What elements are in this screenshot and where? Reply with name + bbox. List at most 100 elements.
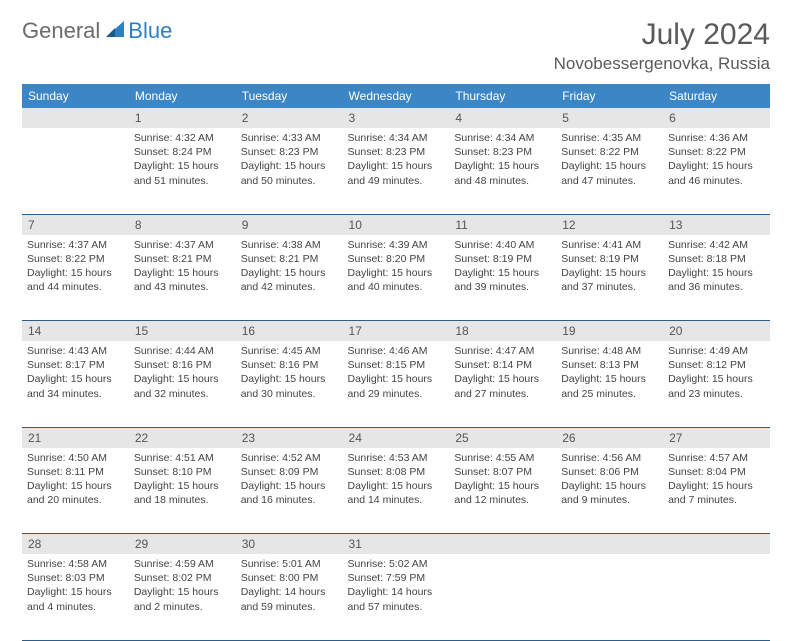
day-header: Sunday [22, 84, 129, 108]
logo: General Blue [22, 18, 172, 44]
day-details: Sunrise: 4:46 AMSunset: 8:15 PMDaylight:… [348, 344, 445, 401]
day-details: Sunrise: 4:52 AMSunset: 8:09 PMDaylight:… [241, 451, 338, 508]
day-details: Sunrise: 4:59 AMSunset: 8:02 PMDaylight:… [134, 557, 231, 614]
day-number: 22 [129, 427, 236, 448]
day-details: Sunrise: 4:41 AMSunset: 8:19 PMDaylight:… [561, 238, 658, 295]
day-details: Sunrise: 4:40 AMSunset: 8:19 PMDaylight:… [454, 238, 551, 295]
day-details: Sunrise: 4:35 AMSunset: 8:22 PMDaylight:… [561, 131, 658, 188]
day-cell: Sunrise: 4:32 AMSunset: 8:24 PMDaylight:… [129, 128, 236, 214]
day-details: Sunrise: 5:01 AMSunset: 8:00 PMDaylight:… [241, 557, 338, 614]
day-details: Sunrise: 4:50 AMSunset: 8:11 PMDaylight:… [27, 451, 124, 508]
day-cell: Sunrise: 4:44 AMSunset: 8:16 PMDaylight:… [129, 341, 236, 427]
week-row: Sunrise: 4:50 AMSunset: 8:11 PMDaylight:… [22, 448, 770, 534]
day-header: Tuesday [236, 84, 343, 108]
day-number: 21 [22, 427, 129, 448]
day-number: 20 [663, 321, 770, 342]
day-cell: Sunrise: 4:52 AMSunset: 8:09 PMDaylight:… [236, 448, 343, 534]
day-cell: Sunrise: 4:51 AMSunset: 8:10 PMDaylight:… [129, 448, 236, 534]
day-number: 16 [236, 321, 343, 342]
calendar-table: SundayMondayTuesdayWednesdayThursdayFrid… [22, 84, 770, 641]
day-cell: Sunrise: 4:47 AMSunset: 8:14 PMDaylight:… [449, 341, 556, 427]
day-cell: Sunrise: 4:36 AMSunset: 8:22 PMDaylight:… [663, 128, 770, 214]
day-cell: Sunrise: 4:42 AMSunset: 8:18 PMDaylight:… [663, 235, 770, 321]
day-cell: Sunrise: 4:49 AMSunset: 8:12 PMDaylight:… [663, 341, 770, 427]
day-cell: Sunrise: 4:41 AMSunset: 8:19 PMDaylight:… [556, 235, 663, 321]
day-number: 30 [236, 534, 343, 555]
day-header: Friday [556, 84, 663, 108]
day-number: 31 [343, 534, 450, 555]
day-number [22, 108, 129, 128]
day-number: 1 [129, 108, 236, 128]
day-cell [556, 554, 663, 640]
day-details: Sunrise: 4:34 AMSunset: 8:23 PMDaylight:… [454, 131, 551, 188]
day-number [663, 534, 770, 555]
day-details: Sunrise: 4:38 AMSunset: 8:21 PMDaylight:… [241, 238, 338, 295]
day-number: 24 [343, 427, 450, 448]
day-cell: Sunrise: 4:53 AMSunset: 8:08 PMDaylight:… [343, 448, 450, 534]
day-cell: Sunrise: 4:45 AMSunset: 8:16 PMDaylight:… [236, 341, 343, 427]
day-number-row: 28293031 [22, 534, 770, 555]
day-cell [22, 128, 129, 214]
day-details: Sunrise: 4:55 AMSunset: 8:07 PMDaylight:… [454, 451, 551, 508]
header: General Blue July 2024 Novobessergenovka… [22, 18, 770, 74]
day-number: 9 [236, 214, 343, 235]
day-cell: Sunrise: 4:35 AMSunset: 8:22 PMDaylight:… [556, 128, 663, 214]
day-header: Saturday [663, 84, 770, 108]
day-details: Sunrise: 4:37 AMSunset: 8:22 PMDaylight:… [27, 238, 124, 295]
day-cell [449, 554, 556, 640]
day-details: Sunrise: 4:39 AMSunset: 8:20 PMDaylight:… [348, 238, 445, 295]
logo-sail-icon [104, 19, 126, 44]
day-cell: Sunrise: 4:57 AMSunset: 8:04 PMDaylight:… [663, 448, 770, 534]
day-number: 28 [22, 534, 129, 555]
day-cell: Sunrise: 4:38 AMSunset: 8:21 PMDaylight:… [236, 235, 343, 321]
day-details: Sunrise: 5:02 AMSunset: 7:59 PMDaylight:… [348, 557, 445, 614]
day-details: Sunrise: 4:57 AMSunset: 8:04 PMDaylight:… [668, 451, 765, 508]
day-cell: Sunrise: 4:46 AMSunset: 8:15 PMDaylight:… [343, 341, 450, 427]
day-number: 8 [129, 214, 236, 235]
day-number: 6 [663, 108, 770, 128]
day-number-row: 21222324252627 [22, 427, 770, 448]
day-details: Sunrise: 4:49 AMSunset: 8:12 PMDaylight:… [668, 344, 765, 401]
day-cell: Sunrise: 4:34 AMSunset: 8:23 PMDaylight:… [449, 128, 556, 214]
day-cell: Sunrise: 4:37 AMSunset: 8:21 PMDaylight:… [129, 235, 236, 321]
page-title: July 2024 [554, 18, 770, 52]
day-number: 15 [129, 321, 236, 342]
day-cell: Sunrise: 4:40 AMSunset: 8:19 PMDaylight:… [449, 235, 556, 321]
week-row: Sunrise: 4:58 AMSunset: 8:03 PMDaylight:… [22, 554, 770, 640]
day-cell: Sunrise: 4:39 AMSunset: 8:20 PMDaylight:… [343, 235, 450, 321]
day-number [556, 534, 663, 555]
week-row: Sunrise: 4:43 AMSunset: 8:17 PMDaylight:… [22, 341, 770, 427]
day-number: 10 [343, 214, 450, 235]
day-cell: Sunrise: 4:33 AMSunset: 8:23 PMDaylight:… [236, 128, 343, 214]
day-header: Monday [129, 84, 236, 108]
day-cell: Sunrise: 4:50 AMSunset: 8:11 PMDaylight:… [22, 448, 129, 534]
day-number: 17 [343, 321, 450, 342]
logo-text-general: General [22, 18, 100, 44]
day-details: Sunrise: 4:58 AMSunset: 8:03 PMDaylight:… [27, 557, 124, 614]
day-number: 25 [449, 427, 556, 448]
day-cell: Sunrise: 4:59 AMSunset: 8:02 PMDaylight:… [129, 554, 236, 640]
day-details: Sunrise: 4:33 AMSunset: 8:23 PMDaylight:… [241, 131, 338, 188]
day-cell: Sunrise: 4:58 AMSunset: 8:03 PMDaylight:… [22, 554, 129, 640]
day-number: 5 [556, 108, 663, 128]
day-details: Sunrise: 4:53 AMSunset: 8:08 PMDaylight:… [348, 451, 445, 508]
day-cell: Sunrise: 4:34 AMSunset: 8:23 PMDaylight:… [343, 128, 450, 214]
title-block: July 2024 Novobessergenovka, Russia [554, 18, 770, 74]
day-number: 2 [236, 108, 343, 128]
day-cell: Sunrise: 4:37 AMSunset: 8:22 PMDaylight:… [22, 235, 129, 321]
day-details: Sunrise: 4:44 AMSunset: 8:16 PMDaylight:… [134, 344, 231, 401]
day-number: 12 [556, 214, 663, 235]
day-details: Sunrise: 4:42 AMSunset: 8:18 PMDaylight:… [668, 238, 765, 295]
day-cell: Sunrise: 4:48 AMSunset: 8:13 PMDaylight:… [556, 341, 663, 427]
day-details: Sunrise: 4:37 AMSunset: 8:21 PMDaylight:… [134, 238, 231, 295]
day-details: Sunrise: 4:45 AMSunset: 8:16 PMDaylight:… [241, 344, 338, 401]
day-number: 26 [556, 427, 663, 448]
day-number: 19 [556, 321, 663, 342]
day-details: Sunrise: 4:32 AMSunset: 8:24 PMDaylight:… [134, 131, 231, 188]
day-number-row: 14151617181920 [22, 321, 770, 342]
week-row: Sunrise: 4:37 AMSunset: 8:22 PMDaylight:… [22, 235, 770, 321]
day-number-row: 78910111213 [22, 214, 770, 235]
day-details: Sunrise: 4:51 AMSunset: 8:10 PMDaylight:… [134, 451, 231, 508]
logo-text-blue: Blue [128, 18, 172, 44]
day-number: 29 [129, 534, 236, 555]
